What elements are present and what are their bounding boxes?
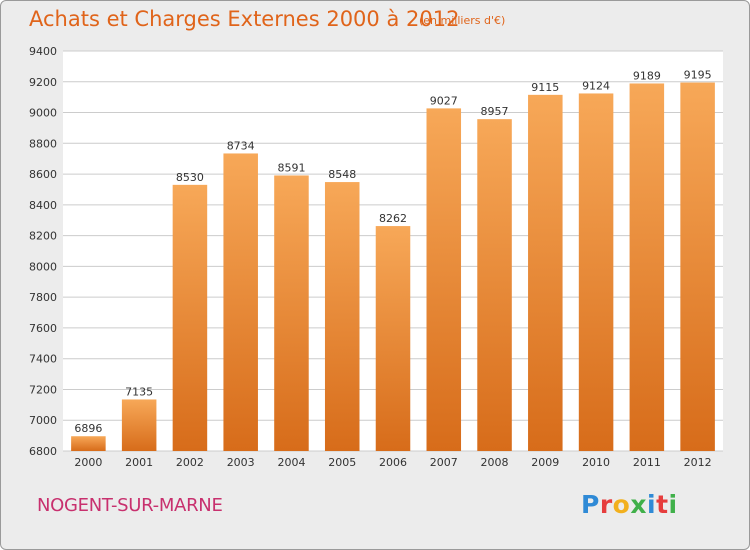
- bar: [324, 182, 360, 452]
- data-label: 9027: [430, 94, 458, 107]
- data-label: 8548: [328, 168, 356, 181]
- y-tick-label: 6800: [29, 445, 57, 458]
- bar: [274, 175, 309, 451]
- bar: [477, 119, 512, 452]
- logo-letter: i: [647, 490, 657, 519]
- data-label: 7135: [125, 385, 153, 398]
- data-label: 9195: [684, 69, 712, 82]
- data-label: 8734: [227, 139, 255, 152]
- x-tick-label: 2012: [684, 456, 712, 469]
- y-tick-label: 8000: [29, 260, 57, 273]
- x-tick-label: 2000: [74, 456, 102, 469]
- bar: [172, 184, 208, 451]
- y-tick-label: 8200: [29, 230, 57, 243]
- y-tick-label: 8400: [29, 199, 57, 212]
- y-tick-label: 7600: [29, 322, 57, 335]
- data-label: 8591: [277, 161, 305, 174]
- y-tick-label: 7000: [29, 414, 57, 427]
- unit-note: (en milliers d'€): [419, 14, 506, 27]
- bar: [528, 94, 563, 451]
- logo-letter: o: [612, 490, 631, 519]
- x-tick-label: 2006: [379, 456, 407, 469]
- x-tick-label: 2007: [430, 456, 458, 469]
- logo-letter: x: [630, 490, 647, 519]
- y-tick-labels: 6800 7000 7200 7400 7600 7800 8000 8200 8400 8600…: [29, 45, 57, 458]
- y-tick-label: 9400: [29, 45, 57, 58]
- x-tick-label: 2010: [582, 456, 610, 469]
- x-tick-label: 2011: [633, 456, 661, 469]
- x-tick-label: 2008: [481, 456, 509, 469]
- bar: [71, 436, 106, 451]
- proxiti-logo: Proxiti: [581, 490, 678, 519]
- data-label: 8530: [176, 171, 204, 184]
- data-label: 8957: [481, 105, 509, 118]
- y-tick-label: 8600: [29, 168, 57, 181]
- chart-title: Achats et Charges Externes 2000 à 2012: [29, 7, 460, 31]
- x-tick-label: 2009: [531, 456, 559, 469]
- x-tick-label: 2005: [328, 456, 356, 469]
- y-tick-label: 9000: [29, 107, 57, 120]
- data-label: 9124: [582, 79, 610, 92]
- logo-letter: r: [599, 490, 613, 519]
- bars: [71, 82, 715, 452]
- x-tick-labels: 2000 2001 2002 2003 2004 2005 2006 2007 2008 2009…: [74, 456, 711, 469]
- bar: [121, 399, 157, 451]
- x-tick-label: 2001: [125, 456, 153, 469]
- bar: [680, 82, 715, 452]
- data-label: 8262: [379, 212, 407, 225]
- bar: [375, 226, 411, 451]
- y-tick-label: 8800: [29, 137, 57, 150]
- bar: [629, 83, 665, 451]
- y-tick-label: 7400: [29, 353, 57, 366]
- x-tick-label: 2003: [227, 456, 255, 469]
- data-label: 6896: [74, 422, 102, 435]
- logo-letter: i: [668, 490, 678, 519]
- bar: [223, 153, 258, 451]
- bar: [426, 108, 462, 451]
- location-name: NOGENT-SUR-MARNE: [37, 495, 223, 516]
- logo-letter: P: [581, 490, 600, 519]
- data-labels: 6896 7135 8530 8734 8591 8548 8262 9027 8957 9115…: [74, 69, 711, 436]
- y-tick-label: 7800: [29, 291, 57, 304]
- y-tick-label: 7200: [29, 383, 57, 396]
- y-tick-label: 9200: [29, 76, 57, 89]
- x-tick-label: 2004: [277, 456, 305, 469]
- data-label: 9115: [531, 81, 559, 94]
- bar: [578, 93, 614, 451]
- logo-letter: t: [656, 490, 669, 519]
- data-label: 9189: [633, 69, 661, 82]
- x-tick-label: 2002: [176, 456, 204, 469]
